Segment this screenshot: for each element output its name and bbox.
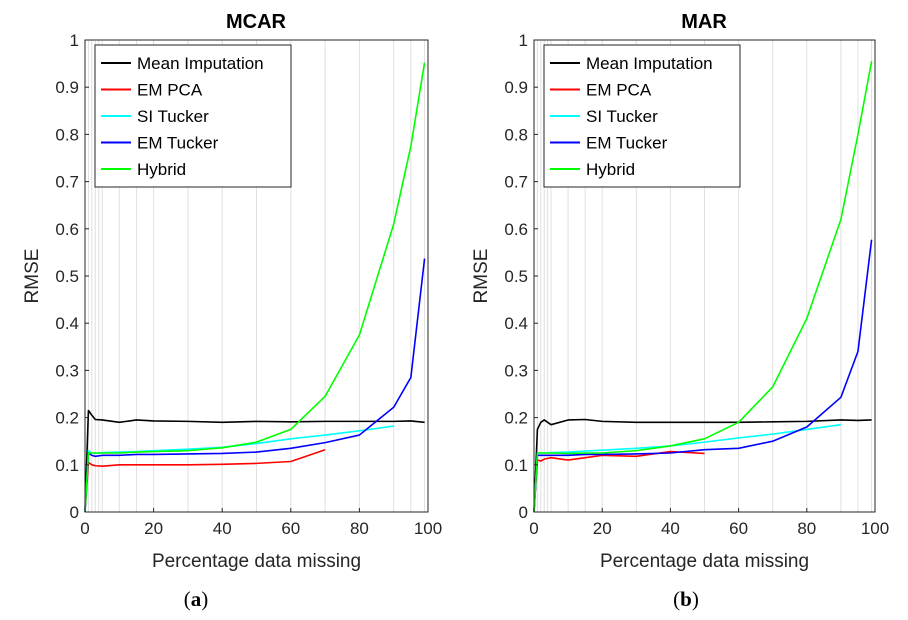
y-tick-label: 0.9 (504, 78, 528, 97)
x-tick-label: 60 (729, 519, 748, 538)
y-tick-label: 1 (70, 31, 79, 50)
y-axis-label: RMSE (22, 249, 43, 304)
caption-letter: a (191, 587, 202, 611)
y-tick-label: 0.2 (55, 409, 79, 428)
x-tick-label: 100 (861, 519, 889, 538)
panel-caption: (b) (673, 587, 699, 611)
chart-panel-a: 0 0.1 0.2 0.3 0.4 0.5 0.6 0.7 0.8 0.9 1 0 20 40 60 80 10… (22, 11, 442, 611)
chart-panel-b: 0 0.1 0.2 0.3 0.4 0.5 0.6 0.7 0.8 0.9 1 0 20 40 60 80 10… (471, 11, 889, 611)
caption-open: ( (673, 587, 680, 611)
y-tick-label: 0.1 (504, 456, 528, 475)
y-tick-label: 1 (519, 31, 528, 50)
legend: Mean Imputation EM PCA SI Tucker EM Tucker H… (543, 44, 741, 188)
x-tick-label: 40 (213, 519, 232, 538)
y-tick-label: 0.8 (55, 125, 79, 144)
y-tick-label: 0.7 (504, 173, 528, 192)
series-line-em-tucker (84, 258, 426, 513)
legend: Mean Imputation EM PCA SI Tucker EM Tucker H… (94, 44, 292, 188)
y-tick-label: 0.1 (55, 456, 79, 475)
caption-close: ) (201, 587, 208, 611)
y-tick-label: 0.4 (504, 314, 528, 333)
legend-entry: Mean Imputation (137, 54, 264, 73)
x-tick-label: 40 (661, 519, 680, 538)
y-tick-label: 0.7 (55, 173, 79, 192)
series-line-hybrid (84, 62, 426, 513)
y-tick-label: 0.8 (504, 125, 528, 144)
legend-entry: SI Tucker (137, 107, 209, 126)
x-tick-label: 20 (144, 519, 163, 538)
y-tick-label: 0.2 (504, 409, 528, 428)
caption-open: ( (184, 587, 191, 611)
x-tick-label: 80 (350, 519, 369, 538)
x-tick-label: 80 (797, 519, 816, 538)
x-tick-label: 0 (80, 519, 89, 538)
y-tick-label: 0 (519, 503, 528, 522)
legend-entry: EM Tucker (137, 134, 219, 153)
series-line-em-pca (84, 448, 326, 513)
legend-entry: EM PCA (137, 81, 203, 100)
y-tick-label: 0.5 (55, 267, 79, 286)
x-tick-label: 100 (414, 519, 442, 538)
legend-entry: Hybrid (586, 160, 635, 179)
caption-close: ) (692, 587, 699, 611)
y-tick-label: 0 (70, 503, 79, 522)
legend-entry: EM Tucker (586, 134, 668, 153)
y-tick-label: 0.6 (55, 220, 79, 239)
y-tick-label: 0.5 (504, 267, 528, 286)
x-axis-label: Percentage data missing (152, 551, 361, 572)
caption-letter: b (680, 587, 692, 611)
legend-entry: Hybrid (137, 160, 186, 179)
y-tick-label: 0.3 (55, 361, 79, 380)
x-tick-label: 60 (281, 519, 300, 538)
legend-entry: Mean Imputation (586, 54, 713, 73)
y-tick-label: 0.4 (55, 314, 79, 333)
chart-title: MCAR (226, 11, 287, 33)
series-line-mean-imputation (84, 409, 425, 513)
y-tick-label: 0.6 (504, 220, 528, 239)
legend-entry: SI Tucker (586, 107, 658, 126)
y-tick-label: 0.9 (55, 78, 79, 97)
series-line-em-tucker (533, 239, 873, 513)
y-axis-label: RMSE (471, 249, 492, 304)
series-line-mean-imputation (533, 418, 872, 513)
x-axis-label: Percentage data missing (600, 551, 809, 572)
x-tick-label: 0 (529, 519, 538, 538)
series-line-hybrid (533, 61, 873, 513)
panel-caption: (a) (184, 587, 209, 611)
chart-title: MAR (681, 11, 727, 33)
series-line-em-pca (533, 450, 705, 513)
legend-entry: EM PCA (586, 81, 652, 100)
x-tick-label: 20 (593, 519, 612, 538)
y-tick-label: 0.3 (504, 361, 528, 380)
